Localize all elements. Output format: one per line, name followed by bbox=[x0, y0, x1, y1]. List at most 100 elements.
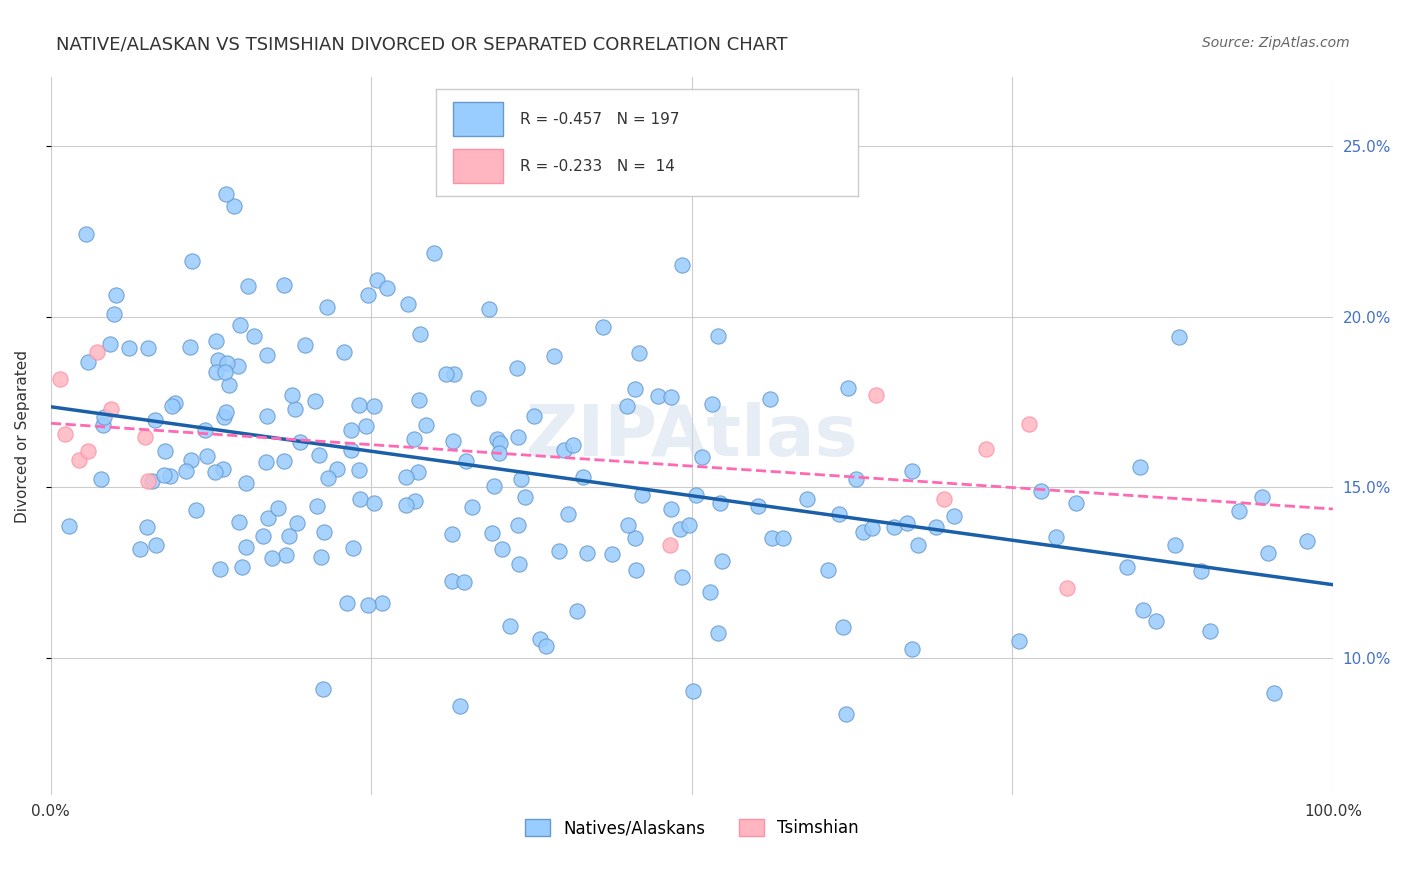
Point bbox=[197, 449, 219, 463]
Point bbox=[228, 515, 250, 529]
Point bbox=[932, 492, 955, 507]
FancyBboxPatch shape bbox=[453, 149, 503, 184]
Point bbox=[316, 470, 339, 484]
Point bbox=[659, 501, 682, 516]
Point bbox=[162, 399, 184, 413]
Point bbox=[671, 258, 693, 272]
Point bbox=[53, 426, 76, 441]
Point bbox=[616, 400, 638, 414]
Point bbox=[174, 464, 197, 478]
Point bbox=[592, 319, 614, 334]
Point bbox=[449, 698, 471, 713]
Point bbox=[312, 525, 335, 540]
Point bbox=[363, 399, 385, 413]
Point bbox=[103, 308, 125, 322]
Point bbox=[145, 538, 167, 552]
Point bbox=[347, 463, 370, 477]
Point bbox=[682, 683, 704, 698]
Point bbox=[647, 389, 669, 403]
Point bbox=[1164, 538, 1187, 552]
Point bbox=[212, 409, 235, 424]
Point bbox=[1008, 634, 1031, 648]
Point bbox=[456, 454, 478, 468]
Point bbox=[942, 509, 965, 524]
Point bbox=[363, 496, 385, 510]
Point bbox=[572, 470, 595, 484]
Point bbox=[326, 462, 349, 476]
Point bbox=[152, 468, 174, 483]
Point bbox=[342, 541, 364, 556]
Point bbox=[222, 199, 245, 213]
Point bbox=[575, 546, 598, 560]
Point bbox=[441, 527, 464, 541]
Point bbox=[443, 367, 465, 381]
Point bbox=[339, 423, 361, 437]
Point bbox=[409, 327, 432, 342]
Point bbox=[1189, 564, 1212, 578]
Point bbox=[218, 378, 240, 392]
Point bbox=[231, 560, 253, 574]
Point bbox=[136, 520, 159, 534]
Point bbox=[312, 681, 335, 696]
Point bbox=[700, 397, 723, 411]
Point bbox=[761, 531, 783, 545]
Point bbox=[1199, 624, 1222, 639]
Point bbox=[1045, 530, 1067, 544]
Point bbox=[257, 511, 280, 525]
Point bbox=[567, 604, 589, 618]
Point bbox=[311, 549, 333, 564]
Point bbox=[281, 388, 304, 402]
Point bbox=[242, 329, 264, 343]
Point bbox=[624, 563, 647, 577]
Point bbox=[180, 253, 202, 268]
Point bbox=[467, 391, 489, 405]
Point bbox=[214, 365, 236, 379]
Point bbox=[408, 393, 430, 408]
Point bbox=[76, 355, 98, 369]
Point bbox=[308, 448, 330, 462]
Point bbox=[1296, 533, 1319, 548]
Point bbox=[690, 450, 713, 465]
Point bbox=[509, 472, 531, 486]
Point bbox=[235, 476, 257, 491]
Point bbox=[180, 453, 202, 467]
Point bbox=[832, 620, 855, 634]
Point bbox=[333, 345, 356, 359]
Point bbox=[238, 279, 260, 293]
Point bbox=[707, 329, 730, 343]
Point bbox=[205, 334, 228, 348]
Point bbox=[506, 517, 529, 532]
Point bbox=[153, 444, 176, 458]
Point bbox=[105, 287, 128, 301]
Point bbox=[305, 499, 328, 513]
Point bbox=[179, 340, 201, 354]
Point bbox=[488, 446, 510, 460]
Point bbox=[441, 434, 464, 448]
Point bbox=[499, 619, 522, 633]
Point bbox=[316, 300, 339, 314]
Point bbox=[1115, 560, 1137, 574]
Point bbox=[67, 453, 90, 467]
Legend: Natives/Alaskans, Tsimshian: Natives/Alaskans, Tsimshian bbox=[519, 813, 865, 844]
Point bbox=[340, 443, 363, 458]
Point bbox=[561, 438, 583, 452]
Point bbox=[208, 561, 231, 575]
Point bbox=[817, 563, 839, 577]
Point bbox=[354, 419, 377, 434]
Point bbox=[235, 541, 257, 555]
Point bbox=[896, 516, 918, 531]
Point bbox=[91, 418, 114, 433]
Point bbox=[1257, 546, 1279, 560]
Point bbox=[285, 516, 308, 530]
Point bbox=[506, 430, 529, 444]
Point bbox=[90, 472, 112, 486]
Point bbox=[215, 187, 238, 202]
Point bbox=[375, 280, 398, 294]
Point bbox=[134, 430, 156, 444]
Point bbox=[98, 336, 121, 351]
Point bbox=[828, 507, 851, 521]
Point bbox=[534, 639, 557, 653]
Point bbox=[402, 432, 425, 446]
Point bbox=[709, 495, 731, 509]
Point bbox=[553, 443, 575, 458]
